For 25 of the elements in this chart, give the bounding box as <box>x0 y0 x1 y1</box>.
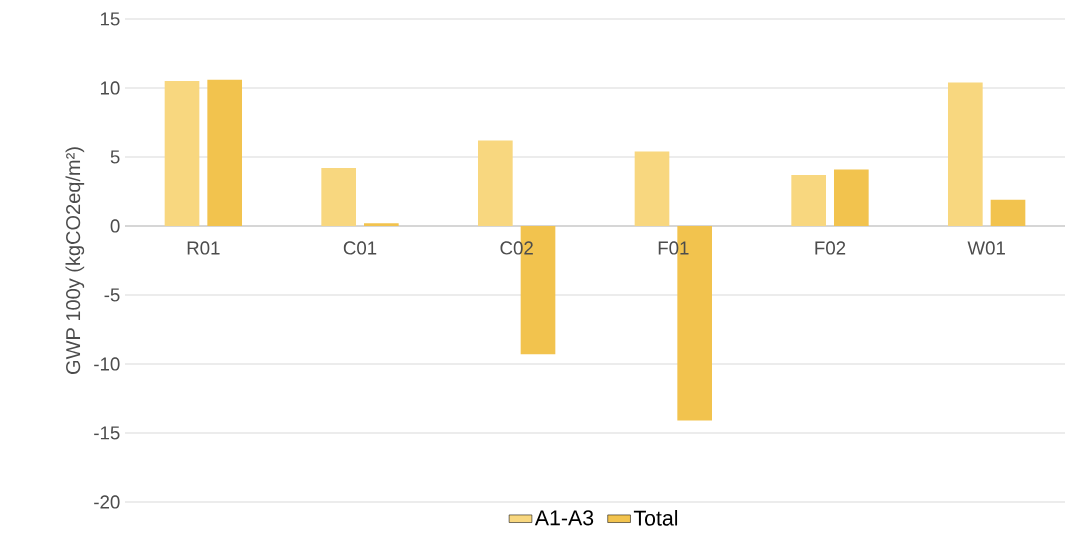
y-tick-label: -5 <box>104 288 120 302</box>
bar <box>478 140 513 226</box>
bar <box>833 169 869 226</box>
bar <box>791 174 826 226</box>
y-tick-label: 15 <box>100 12 120 26</box>
y-tick-label: -15 <box>94 426 120 440</box>
bar <box>164 81 200 226</box>
bar <box>948 82 983 226</box>
bar <box>321 168 357 226</box>
bar <box>634 151 670 226</box>
x-tick-label: C01 <box>343 241 377 255</box>
bar <box>207 79 243 226</box>
x-tick-label: W01 <box>967 241 1005 255</box>
y-tick-label: 0 <box>110 219 120 233</box>
x-tick-label: F02 <box>815 241 846 255</box>
bar <box>990 199 1026 226</box>
legend-label: A1-A3 <box>534 510 594 526</box>
y-axis-title: GWP 100y (kgCO2eq/m²) <box>65 147 85 374</box>
y-tick-label: -10 <box>94 357 120 371</box>
y-tick-label: -20 <box>94 495 120 509</box>
y-tick-label: 5 <box>110 150 120 164</box>
legend-label: Total <box>633 510 678 526</box>
bar <box>364 223 399 226</box>
y-tick-label: 10 <box>100 81 120 95</box>
x-tick-label: R01 <box>187 241 220 255</box>
